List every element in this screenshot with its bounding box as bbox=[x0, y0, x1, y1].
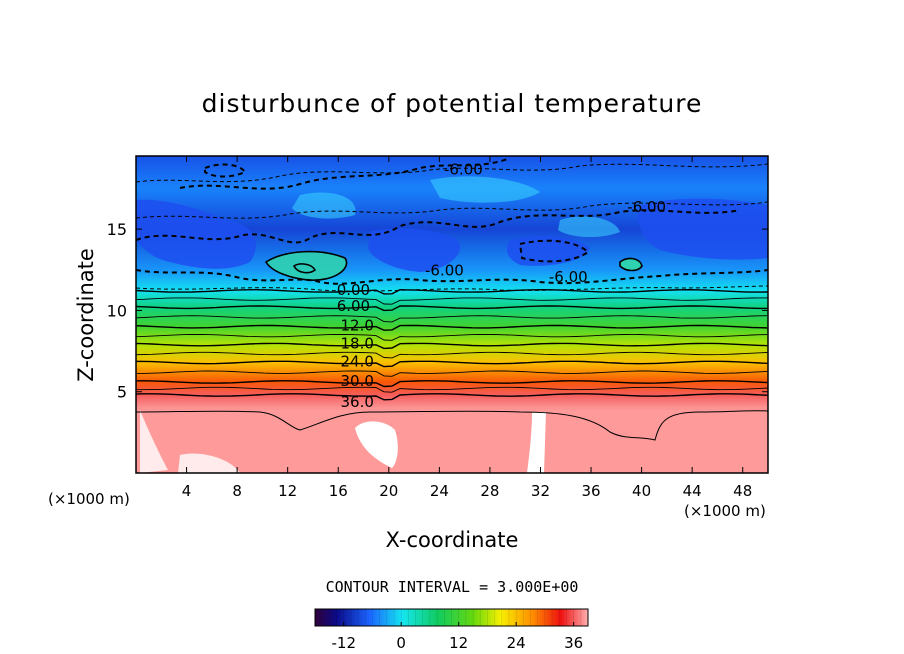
contour-thin-1 bbox=[136, 163, 768, 183]
negative-contours bbox=[136, 157, 768, 285]
cold-region-right bbox=[638, 198, 768, 260]
contour-labels: -6.00 -6.00 -6.00 -6.00 0.006.00 12.018.024.0… bbox=[337, 161, 666, 412]
contour-neg-upper bbox=[136, 209, 741, 244]
pocket-contours bbox=[264, 250, 643, 281]
contour-lines bbox=[136, 288, 768, 401]
pocket-contour-left-inner bbox=[292, 263, 317, 274]
pocket-contour-left bbox=[264, 250, 348, 281]
surface-white-gap-2 bbox=[527, 412, 546, 473]
x-tick-label: 44 bbox=[683, 482, 702, 500]
contour-neg-top bbox=[179, 157, 511, 190]
cold-region-left bbox=[136, 199, 256, 269]
warm-pocket-right bbox=[620, 258, 642, 271]
x-tick-label: 20 bbox=[379, 482, 398, 500]
contour-line-33 bbox=[136, 386, 768, 393]
y-tick-label: 5 bbox=[117, 383, 127, 402]
x-tick-label: 40 bbox=[632, 482, 651, 500]
plot-area: -6.00 -6.00 -6.00 -6.00 0.006.00 12.018.024.0… bbox=[136, 156, 768, 473]
cyan-anomaly-regions bbox=[292, 176, 620, 238]
x-tick-label: 48 bbox=[733, 482, 752, 500]
plot-frame bbox=[135, 155, 769, 474]
contour-label: -6.00 bbox=[627, 198, 666, 216]
contour-label: 6.00 bbox=[337, 297, 370, 315]
surface-contour bbox=[136, 410, 768, 441]
colorbar-tick-label: 24 bbox=[507, 634, 526, 652]
contour-line-24 bbox=[136, 360, 768, 368]
contour-label: 18.0 bbox=[340, 335, 373, 353]
colorbar: -12 0 12 24 36 bbox=[314, 608, 589, 652]
x-tick-label: 32 bbox=[531, 482, 550, 500]
contour-line-15 bbox=[136, 333, 768, 341]
contour-line-21 bbox=[136, 351, 768, 359]
x-tick-label: 16 bbox=[329, 482, 348, 500]
contour-line-30 bbox=[136, 380, 768, 388]
cyan-region-2 bbox=[430, 176, 540, 203]
contour-interval-text: CONTOUR INTERVAL = 3.000E+00 bbox=[326, 578, 579, 596]
contour-label: 0.00 bbox=[337, 281, 370, 299]
surface-pink-region bbox=[136, 410, 768, 473]
x-unit-label: (×1000 m) bbox=[684, 502, 766, 520]
warm-pocket-left bbox=[266, 251, 347, 281]
z-unit-label: (×1000 m) bbox=[48, 490, 130, 508]
x-tick-label: 4 bbox=[182, 482, 192, 500]
contour-line-27 bbox=[136, 370, 768, 377]
contour-line-12 bbox=[136, 324, 768, 331]
contour-line-3 bbox=[136, 297, 768, 305]
contour-line-18 bbox=[136, 342, 768, 350]
contour-label: 12.0 bbox=[340, 317, 373, 335]
contour-label: 36.0 bbox=[340, 393, 373, 411]
colorbar-tick-label: 0 bbox=[396, 634, 406, 652]
contour-label: -6.00 bbox=[549, 268, 588, 286]
surface-white-gap-4 bbox=[178, 453, 240, 473]
pocket-contour-right bbox=[619, 257, 643, 272]
contour-label: 30.0 bbox=[340, 372, 373, 390]
colorbar-tick-label: 12 bbox=[449, 634, 468, 652]
contour-label: -6.00 bbox=[444, 161, 483, 179]
colorbar-tick-label: -12 bbox=[331, 634, 356, 652]
surface-white-gap-1 bbox=[355, 421, 398, 468]
contour-neg-lower bbox=[136, 269, 768, 285]
x-tick-label: 36 bbox=[581, 482, 600, 500]
contour-thin-2 bbox=[136, 201, 768, 219]
x-tick-label: 12 bbox=[278, 482, 297, 500]
contour-line-0 bbox=[136, 288, 768, 295]
y-tick-label: 10 bbox=[107, 301, 127, 320]
surface-white-gap-3 bbox=[140, 410, 168, 473]
y-axis-label: Z-coordinate bbox=[74, 248, 98, 382]
contour-thin-3 bbox=[136, 285, 768, 292]
colorbar-ticks: -12 0 12 24 36 bbox=[331, 622, 583, 652]
cyan-region-3 bbox=[558, 216, 620, 238]
x-tick-label: 24 bbox=[430, 482, 449, 500]
contour-label: -6.00 bbox=[425, 261, 464, 279]
colorbar-strip bbox=[314, 608, 589, 627]
x-tick-label: 8 bbox=[232, 482, 242, 500]
x-axis-label: X-coordinate bbox=[386, 528, 519, 552]
contour-line-9 bbox=[136, 315, 768, 323]
y-tick-label: 15 bbox=[107, 220, 127, 239]
colorbar-tick-label: 36 bbox=[564, 634, 583, 652]
thin-negative-contours bbox=[136, 163, 768, 292]
contour-label: 24.0 bbox=[340, 353, 373, 371]
contour-line-36 bbox=[136, 393, 768, 401]
x-tick-label: 28 bbox=[480, 482, 499, 500]
cold-region-center bbox=[368, 228, 461, 272]
y-axis-ticks: 5 10 15 bbox=[107, 220, 768, 402]
cyan-region-1 bbox=[292, 192, 356, 219]
contour-line-6 bbox=[136, 305, 768, 312]
x-axis-ticks: 4 8 12 16 20 24 28 32 36 40 44 48 bbox=[182, 156, 752, 500]
chart-title: disturbunce of potential temperature bbox=[202, 89, 703, 118]
